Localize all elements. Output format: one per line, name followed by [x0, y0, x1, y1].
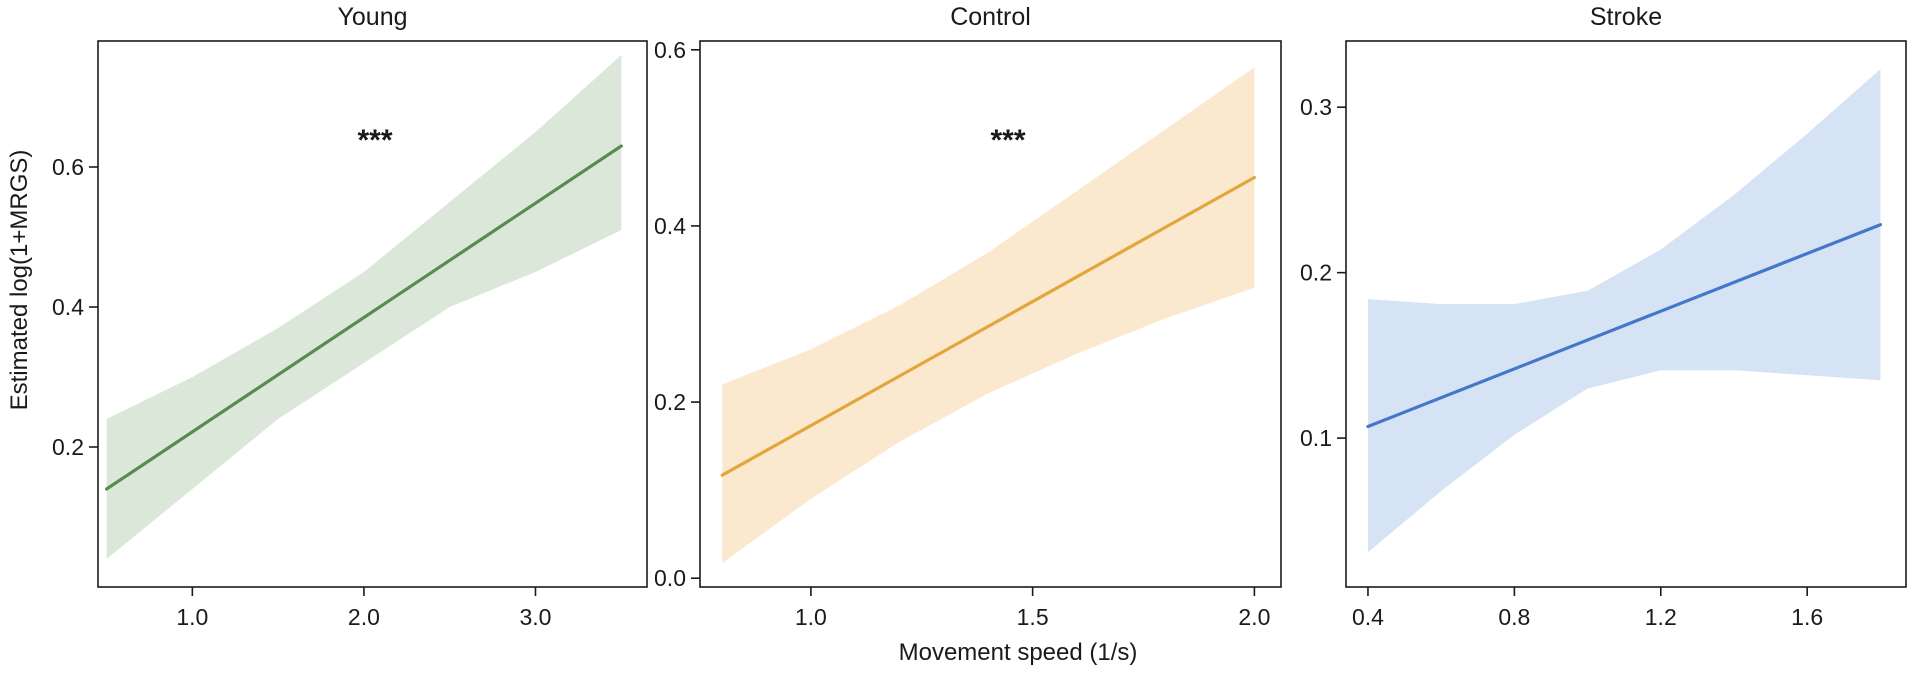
stroke-fit-line — [1366, 223, 1883, 429]
control-fit-line — [720, 175, 1257, 477]
control-plot-frame — [699, 40, 1282, 588]
stroke-plot-frame — [1345, 40, 1907, 588]
young-x-tick-label: 2.0 — [348, 604, 380, 630]
stroke-confidence-band — [1368, 69, 1881, 553]
young-x-tick-label: 1.0 — [176, 604, 208, 630]
young-fit-line — [104, 144, 623, 491]
panel-young: 1.0 2.0 3.0 0.2 0.4 0.6 Young *** — [52, 3, 648, 630]
panel-stroke: 0.4 0.8 1.2 1.6 0.1 0.2 0.3 Stroke — [1300, 3, 1907, 630]
control-x-tick-label: 2.0 — [1238, 604, 1270, 630]
stroke-x-tick-label: 0.8 — [1498, 604, 1530, 630]
young-x-tick-label: 3.0 — [519, 604, 551, 630]
y-axis-label: Estimated log(1+MRGS) — [6, 150, 33, 411]
x-axis-label: Movement speed (1/s) — [899, 639, 1138, 666]
stroke-x-tick-label: 0.4 — [1352, 604, 1384, 630]
control-x-tick-label: 1.5 — [1017, 604, 1049, 630]
young-y-tick-label: 0.6 — [52, 154, 84, 180]
control-y-tick-label: 0.0 — [654, 565, 686, 591]
stroke-y-tick-label: 0.2 — [1300, 260, 1332, 286]
stroke-panel-title: Stroke — [1590, 3, 1662, 31]
stroke-x-tick-label: 1.6 — [1791, 604, 1823, 630]
control-y-tick-label: 0.4 — [654, 213, 686, 239]
control-x-tick-label: 1.0 — [795, 604, 827, 630]
control-y-tick-label: 0.2 — [654, 389, 686, 415]
young-confidence-band — [106, 55, 622, 559]
stroke-y-tick-label: 0.1 — [1300, 425, 1332, 451]
young-plot-frame — [97, 40, 648, 588]
stroke-x-tick-label: 1.2 — [1645, 604, 1677, 630]
control-y-tick-label: 0.6 — [654, 37, 686, 63]
young-panel-title: Young — [338, 3, 408, 31]
control-confidence-band — [722, 67, 1255, 564]
young-y-tick-label: 0.4 — [52, 294, 84, 320]
young-significance-marker: *** — [357, 124, 392, 157]
control-panel-title: Control — [950, 3, 1031, 31]
stroke-y-tick-label: 0.3 — [1300, 94, 1332, 120]
panel-control: 1.0 1.5 2.0 0.0 0.2 0.4 0.6 Control *** — [654, 3, 1282, 630]
young-y-tick-label: 0.2 — [52, 434, 84, 460]
control-significance-marker: *** — [990, 124, 1025, 157]
